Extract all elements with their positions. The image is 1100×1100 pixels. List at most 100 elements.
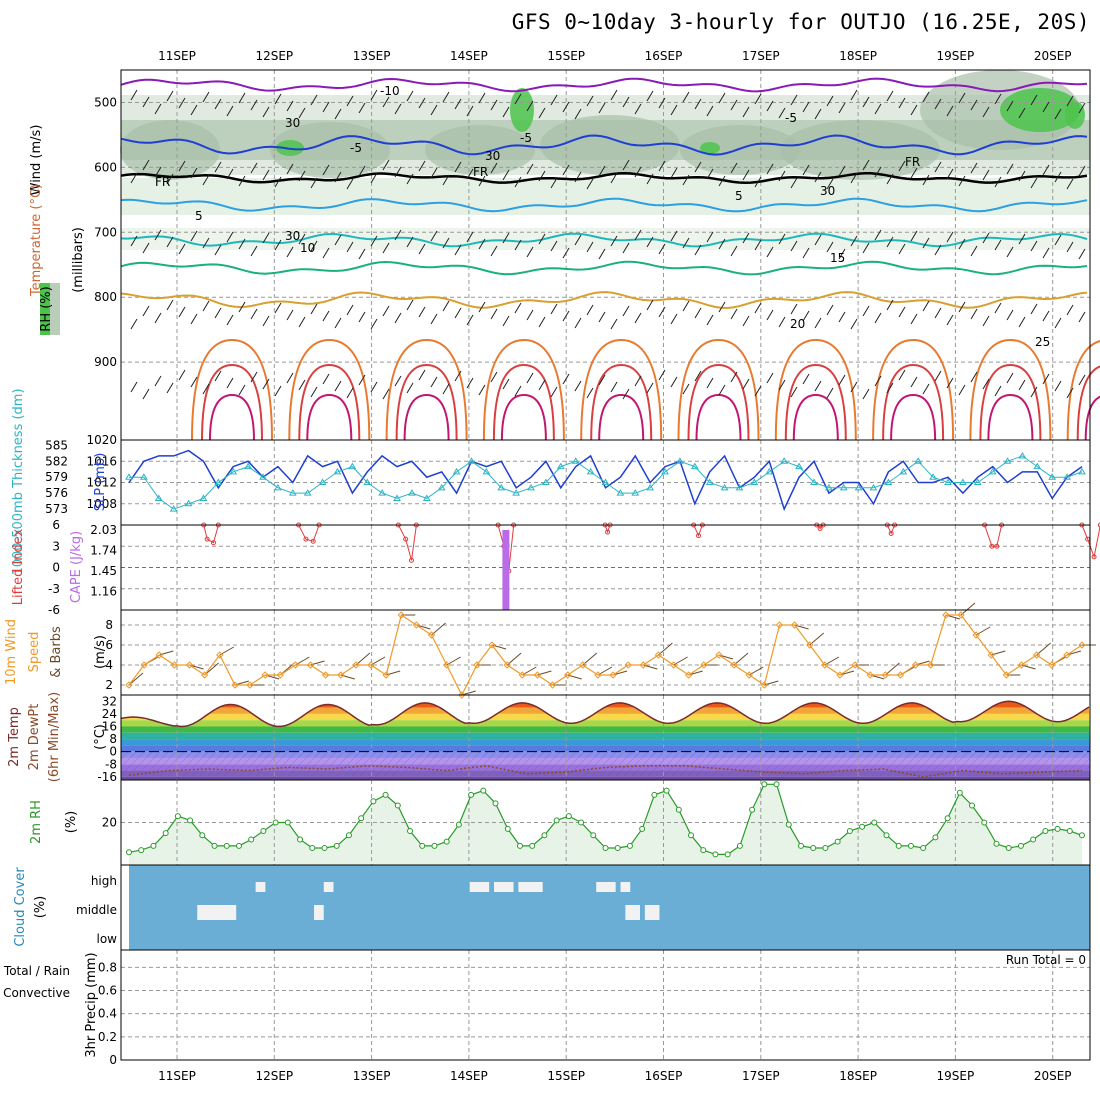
y-tick-thickness: 576 — [45, 486, 68, 500]
thickness-marker — [601, 478, 610, 485]
rh-high-blob — [700, 142, 720, 154]
wind-barb — [994, 302, 1002, 314]
wind-barb — [850, 172, 858, 184]
rh-marker — [419, 842, 426, 849]
wind-barb — [418, 160, 426, 172]
wind-barb — [490, 308, 498, 320]
wind-barb — [814, 380, 822, 392]
rh-marker — [516, 842, 523, 849]
contour-bubble — [201, 363, 263, 441]
wind-marker — [715, 651, 723, 659]
y-tick-temp: -16 — [97, 770, 117, 784]
wind-barb — [1030, 177, 1038, 189]
rh-marker — [834, 838, 841, 845]
wind-marker — [972, 631, 980, 639]
contour-bubble — [872, 338, 955, 441]
rh-marker — [162, 830, 169, 837]
ylabel-temp-unit: (°C) — [93, 724, 108, 750]
wind-barb — [958, 175, 966, 187]
wind-barb — [142, 388, 150, 400]
wind-barb-10m — [885, 662, 900, 676]
contour-label: -10 — [380, 84, 400, 98]
date-label-bottom: 17SEP — [742, 1069, 780, 1083]
thickness-marker — [1048, 473, 1057, 480]
thickness-marker — [735, 483, 744, 491]
wind-barb — [310, 240, 318, 252]
wind-barb — [538, 170, 546, 182]
y-tick-cape: 1.45 — [90, 564, 117, 578]
wind-barb — [334, 234, 342, 246]
cloud-block-middle — [625, 905, 640, 920]
wind-barb — [1030, 303, 1038, 315]
contour-label: -5 — [520, 131, 532, 145]
wind-barb — [310, 94, 318, 106]
wind-barb — [634, 229, 642, 241]
wind-barb — [418, 243, 426, 255]
rh-marker — [187, 817, 194, 824]
wind-barb — [994, 239, 1002, 251]
thickness-marker — [259, 473, 267, 480]
rh-marker — [260, 828, 267, 834]
y-tick-temp: -8 — [105, 757, 117, 771]
rh-marker — [553, 817, 560, 824]
rh-marker — [529, 842, 536, 849]
wind-barb — [370, 318, 378, 330]
wind-barb — [478, 92, 486, 104]
wind-barb — [802, 101, 810, 113]
wind-barb — [610, 172, 618, 184]
wind-barb — [994, 176, 1002, 188]
wind-barb — [658, 369, 666, 381]
wind-barb — [802, 247, 810, 259]
wind-barb — [1030, 240, 1038, 252]
y-tick-temp: 8 — [109, 732, 117, 746]
contour-bubble — [500, 393, 547, 441]
wind-barb — [1078, 165, 1086, 177]
ylabel-wind10m: 10m Wind — [4, 619, 19, 685]
thickness-marker — [542, 478, 550, 485]
thickness-marker — [1018, 451, 1027, 459]
wind-barb — [190, 376, 198, 388]
wind-marker — [851, 661, 859, 669]
wind-barb — [670, 313, 678, 325]
thickness-marker — [661, 467, 669, 475]
rh-marker — [492, 800, 499, 807]
wind-barb — [142, 305, 150, 317]
wind-barb — [202, 383, 210, 395]
wind-barb — [394, 312, 402, 324]
wind-barb — [874, 166, 882, 178]
wind-marker — [337, 671, 345, 679]
wind-barb — [382, 96, 390, 108]
rh-marker — [297, 836, 304, 843]
thickness-marker — [824, 483, 833, 491]
wind-barb — [730, 162, 738, 174]
wind-barb — [466, 105, 474, 117]
wind-barb — [154, 166, 162, 178]
thickness-marker — [437, 483, 446, 491]
wind-barb — [466, 377, 474, 389]
cloud-block-high — [494, 882, 514, 892]
wind-barb — [574, 380, 582, 392]
thickness-marker — [884, 478, 893, 485]
wind-barb — [226, 168, 234, 180]
wind-barb — [742, 315, 750, 327]
li-marker — [1091, 554, 1097, 560]
wind-barb — [838, 102, 846, 114]
wind-barb — [826, 304, 834, 316]
y-tick-thickness: 585 — [45, 438, 68, 452]
wind-barb — [874, 312, 882, 324]
wind-barb — [610, 381, 618, 393]
wind-barb — [562, 164, 570, 176]
y-tick-pressure: 900 — [94, 355, 117, 369]
wind-barb — [766, 246, 774, 258]
wind-barb — [1042, 164, 1050, 176]
wind-barb — [646, 236, 654, 248]
y-tick-precip: 0 — [109, 1053, 117, 1067]
wind-barb — [274, 93, 282, 105]
wind-barb-10m — [355, 652, 371, 666]
wind-marker — [881, 671, 890, 679]
wind-marker — [503, 661, 511, 669]
rh-marker — [150, 842, 157, 849]
wind-marker — [730, 661, 738, 669]
wind-barb — [622, 96, 630, 108]
wind-barb — [898, 160, 906, 172]
